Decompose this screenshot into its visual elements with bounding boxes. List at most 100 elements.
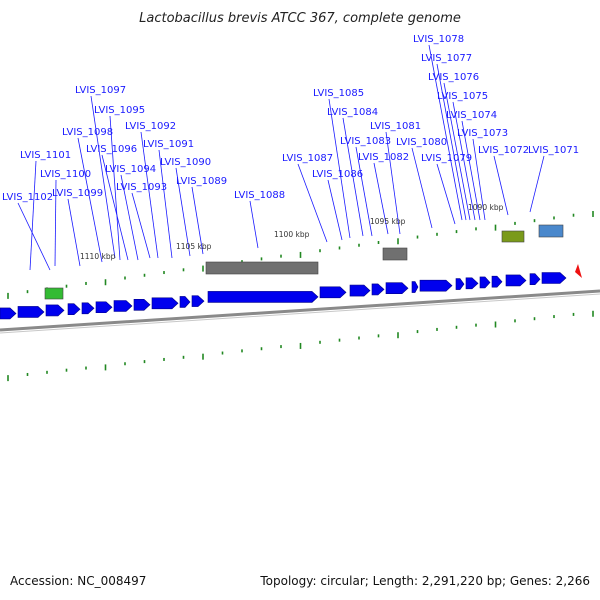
accession-text: Accession: NC_008497 xyxy=(10,574,146,588)
genome-backbone xyxy=(0,289,600,334)
label-leader-line xyxy=(158,149,173,259)
cds-arrow xyxy=(419,279,453,292)
kbp-scale-label: 1090 kbp xyxy=(468,203,504,212)
label-leader-line xyxy=(443,82,471,221)
cds-arrow xyxy=(67,303,81,315)
cds-arrow xyxy=(371,283,385,296)
gene-label: LVIS_1085 xyxy=(313,88,364,99)
gene-label: LVIS_1094 xyxy=(105,164,156,175)
kbp-scale-label: 1105 kbp xyxy=(176,242,212,251)
kbp-scale-label: 1100 kbp xyxy=(274,230,310,239)
label-leader-line xyxy=(54,179,57,267)
gene-label: LVIS_1099 xyxy=(52,188,103,199)
cds-arrow xyxy=(133,298,151,311)
gene-label: LVIS_1090 xyxy=(160,157,211,168)
feature-track xyxy=(0,224,567,320)
gene-label: LVIS_1101 xyxy=(20,150,71,161)
label-leader-line xyxy=(77,137,103,263)
gray-feature-block xyxy=(382,247,408,261)
cds-arrow xyxy=(411,281,419,293)
cds-arrow xyxy=(319,286,347,299)
gene-labels: LVIS_1078 LVIS_1077 LVIS_1076 LVIS_1075 LVIS… xyxy=(2,34,579,203)
gene-label: LVIS_1088 xyxy=(234,190,285,201)
label-leader-line xyxy=(140,131,159,259)
gene-label: LVIS_1075 xyxy=(437,91,488,102)
label-leader-line xyxy=(297,163,328,243)
gene-label: LVIS_1071 xyxy=(528,145,579,156)
gene-label: LVIS_1093 xyxy=(116,182,167,193)
kbp-scale-label: 1110 kbp xyxy=(80,252,116,261)
gene-label: LVIS_1102 xyxy=(2,192,53,203)
kbp-scale-label: 1095 kbp xyxy=(370,217,406,226)
green-feature-block xyxy=(44,287,64,300)
label-leader-line xyxy=(328,98,351,239)
label-leader-line xyxy=(436,163,456,225)
cds-arrow xyxy=(95,301,113,314)
gene-label: LVIS_1100 xyxy=(40,169,91,180)
label-leader-line xyxy=(191,186,204,255)
olive-feature-block xyxy=(501,230,525,243)
label-leader-line xyxy=(249,200,259,249)
label-leader-line xyxy=(452,101,476,221)
cds-arrow xyxy=(179,296,191,308)
gene-label: LVIS_1097 xyxy=(75,85,126,96)
cds-arrow xyxy=(17,306,45,318)
label-leader-line xyxy=(472,138,486,221)
gene-label: LVIS_1077 xyxy=(421,53,472,64)
backbone-line xyxy=(0,289,600,332)
label-leader-line xyxy=(131,192,151,259)
gene-label: LVIS_1091 xyxy=(143,139,194,150)
gene-label: LVIS_1095 xyxy=(94,105,145,116)
label-leader-line xyxy=(101,154,129,261)
label-leader-line xyxy=(90,95,116,259)
label-leader-line xyxy=(175,167,191,257)
cds-arrow xyxy=(113,300,133,312)
gene-label: LVIS_1086 xyxy=(312,169,363,180)
gene-label: LVIS_1092 xyxy=(125,121,176,132)
cds-arrow xyxy=(491,275,503,288)
blue-feature-block xyxy=(538,224,564,238)
gene-label: LVIS_1076 xyxy=(428,72,479,83)
label-leader-line xyxy=(120,174,139,261)
scale-labels: 1110 kbp 1105 kbp 1100 kbp 1095 kbp 1090 kbp xyxy=(80,203,504,261)
label-leaders xyxy=(17,44,545,271)
gene-label: LVIS_1079 xyxy=(421,153,472,164)
cds-arrow xyxy=(541,272,567,284)
gene-label: LVIS_1083 xyxy=(340,136,391,147)
cds-arrow xyxy=(385,282,409,294)
backbone-shadow-line xyxy=(0,293,600,334)
topology-text: Topology: circular; Length: 2,291,220 bp… xyxy=(259,574,590,588)
label-leader-line xyxy=(355,146,373,237)
cds-arrow xyxy=(151,297,179,310)
label-leader-line xyxy=(373,162,389,235)
label-leader-line xyxy=(428,44,463,221)
cds-arrow xyxy=(207,291,319,303)
gene-label: LVIS_1087 xyxy=(282,153,333,164)
label-leader-line xyxy=(411,147,433,229)
gene-label: LVIS_1089 xyxy=(176,176,227,187)
cds-arrow xyxy=(45,304,65,317)
gene-label: LVIS_1073 xyxy=(457,128,508,139)
label-leader-line xyxy=(67,198,81,267)
cds-arrow xyxy=(529,273,541,286)
gene-label: LVIS_1078 xyxy=(413,34,464,45)
label-leader-line xyxy=(461,120,481,221)
label-leader-line xyxy=(109,115,121,261)
direction-arrow-marker xyxy=(575,264,582,278)
gene-label: LVIS_1096 xyxy=(86,144,137,155)
cds-arrow xyxy=(465,277,479,290)
label-leader-line xyxy=(17,202,51,271)
gene-label: LVIS_1082 xyxy=(358,152,409,163)
label-leader-line xyxy=(29,160,37,271)
cds-arrow xyxy=(349,284,371,297)
gene-label: LVIS_1098 xyxy=(62,127,113,138)
label-leader-line xyxy=(327,179,343,241)
gene-label: LVIS_1072 xyxy=(478,145,529,156)
cds-arrow xyxy=(505,274,527,287)
cds-arrow xyxy=(0,307,17,320)
gene-label: LVIS_1084 xyxy=(327,107,378,118)
cds-arrow xyxy=(191,295,205,307)
label-leader-line xyxy=(385,131,401,235)
cds-arrow xyxy=(455,278,465,290)
